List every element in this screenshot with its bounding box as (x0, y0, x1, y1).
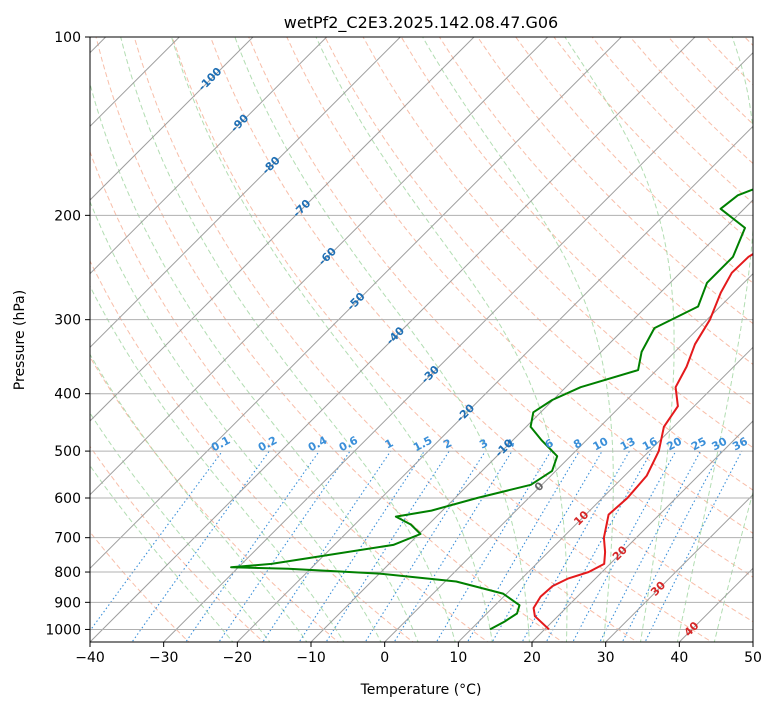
x-tick-label: 20 (523, 650, 541, 666)
isotherm-line (90, 37, 328, 275)
x-tick-label: 10 (449, 650, 467, 666)
dry-adiabat (209, 37, 753, 623)
chart-title: wetPf2_C2E3.2025.142.08.47.G06 (284, 13, 558, 33)
x-tick-label: 50 (744, 650, 762, 666)
dry-adiabat (515, 37, 753, 284)
mixing-ratio-line (298, 450, 425, 642)
mixing-ratio-label: 20 (664, 435, 684, 454)
mixing-ratio-label: 16 (640, 435, 660, 454)
dry-adiabat (248, 37, 753, 578)
dewpoint-line (230, 188, 753, 631)
x-tick-label: 40 (670, 650, 688, 666)
dry-adiabat (286, 37, 753, 534)
dry-adiabat (133, 37, 638, 642)
mixing-ratio-label: 25 (689, 435, 709, 454)
mixing-ratio-label: 36 (730, 435, 750, 454)
isotherm-line (162, 51, 753, 642)
isotherm-line (90, 37, 623, 570)
x-tick-label: −30 (149, 650, 179, 666)
mixing-ratio-line (131, 450, 270, 642)
y-tick-label: 1000 (45, 622, 81, 638)
y-tick-label: 100 (54, 30, 81, 46)
isotherm-line (604, 493, 753, 642)
isotherm-line (457, 346, 753, 642)
x-tick-label: −10 (296, 650, 326, 666)
isotherm-line (531, 420, 753, 642)
moist-adiabat (90, 412, 271, 642)
temperature-line (532, 252, 753, 631)
y-tick-label: 900 (54, 595, 81, 611)
x-tick-label: 0 (380, 650, 389, 666)
x-tick-label: 30 (597, 650, 615, 666)
mixing-ratio-line (572, 450, 677, 642)
mixing-ratio-label: 13 (618, 435, 638, 454)
y-tick-label: 800 (54, 565, 81, 581)
x-tick-label: −20 (223, 650, 253, 666)
mixing-ratio-line (325, 450, 450, 642)
y-axis-label: Pressure (hPa) (12, 290, 28, 390)
mixing-ratio-line (185, 450, 320, 642)
isotherm-line (90, 37, 254, 201)
isotherm-line (90, 37, 181, 128)
isotherm-line (236, 125, 753, 642)
mixing-ratio-line (218, 450, 351, 642)
isotherm-line (90, 37, 696, 642)
y-tick-label: 400 (54, 387, 81, 403)
plot-frame (89, 36, 754, 643)
mixing-ratio-line (393, 450, 513, 642)
x-axis-label: Temperature (°C) (360, 682, 482, 698)
isotherm-line (90, 37, 549, 496)
dry-adiabat (438, 37, 753, 366)
y-tick-label: 300 (54, 313, 81, 329)
moist-adiabat (90, 464, 234, 642)
mixing-ratio-label: 30 (710, 435, 730, 454)
isotherm-line (383, 272, 753, 642)
mixing-ratio-line (262, 450, 392, 642)
y-tick-label: 500 (54, 444, 81, 460)
dry-adiabat (90, 531, 190, 642)
isotherm-line (90, 37, 475, 422)
isotherm-line (310, 199, 753, 642)
dry-adiabat (90, 356, 339, 642)
mixing-ratio-line (621, 450, 722, 642)
x-tick-label: −40 (75, 650, 105, 666)
y-tick-label: 600 (54, 491, 81, 507)
mixing-ratio-line (599, 450, 701, 642)
mixing-ratio-label: 10 (591, 435, 611, 454)
y-tick-label: 700 (54, 531, 81, 547)
dry-adiabat (400, 37, 753, 407)
mixing-ratio-line (90, 450, 223, 632)
dry-adiabat (171, 37, 713, 642)
mixing-ratio-line (466, 450, 580, 642)
dry-adiabat (95, 37, 564, 642)
isotherm-line (90, 37, 402, 349)
dry-adiabat (324, 37, 753, 491)
y-tick-label: 200 (54, 208, 81, 224)
dry-adiabat (90, 150, 489, 642)
